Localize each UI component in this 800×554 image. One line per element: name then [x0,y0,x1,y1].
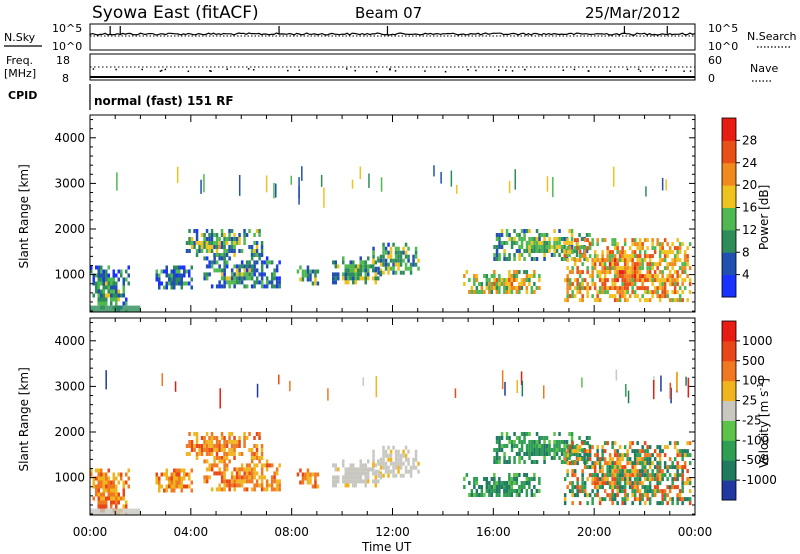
power-echo-region [563,238,692,303]
colorbar-swatch [722,207,736,231]
freq-tick-bottom: 8 [62,72,69,85]
nsearch-tick-top: 10^5 [708,22,738,35]
nsky-tick-bottom: 10^0 [52,40,82,53]
colorbar-tick: -1000 [742,473,777,487]
ytick-label: 2000 [54,425,85,439]
ytick-label: 2000 [54,222,85,236]
nsky-trace [89,26,696,37]
ylabel: Slant Range [km] [17,367,31,471]
ytick-label: 3000 [54,176,85,190]
colorbar-tick: -25 [742,413,762,427]
velocity-echo-region [463,473,541,497]
colorbar-tick: 500 [742,354,765,368]
colorbar-tick: 25 [742,394,757,408]
date-label: 25/Mar/2012 [585,4,681,22]
ytick-label: 4000 [54,131,85,145]
power-echo-region [463,270,541,294]
xtick-label: 08:00 [274,525,309,539]
cpid-text: normal (fast) 151 RF [94,94,234,108]
nsky-label: N.Sky [4,31,36,44]
colorbar-swatch [722,321,736,342]
colorbar-label: Velocity [m s-1] [756,378,771,468]
colorbar-swatch [722,440,736,461]
colorbar-swatch [722,340,736,362]
velocity-echo-region [332,459,382,488]
xtick-label: 00:00 [678,525,713,539]
xtick-label: 16:00 [476,525,511,539]
colorbar-swatch [722,252,736,276]
colorbar-tick: -500 [742,453,769,467]
colorbar-swatch [722,140,736,164]
nsky-tick-top: 10^5 [52,22,82,35]
xtick-label: 00:00 [73,525,108,539]
power-echo-region [332,256,382,285]
ytick-label: 4000 [54,334,85,348]
velocity-echo-region [185,432,264,460]
ytick-label: 1000 [54,471,85,485]
power-echo-region [155,265,193,290]
power-echo-region [185,229,264,257]
nsearch-tick-bottom: 10^0 [708,40,738,53]
colorbar-tick: 100 [742,374,765,388]
power-panel: 1000 2000 3000 4000 Slant Range [km] 4 8 12 16 20… [17,114,771,313]
nave-tick-bottom: 0 [708,72,715,85]
power-echo-region [90,265,130,312]
nsky-panel [89,23,696,51]
nsearch-label: N.Search [747,30,797,43]
colorbar-swatch [722,380,736,402]
freq-tick-top: 18 [56,54,70,67]
colorbar-swatch [722,118,736,141]
colorbar-swatch [722,400,736,421]
xtick-label: 20:00 [577,525,612,539]
velocity-echo-region [372,445,420,478]
velocity-echo-cells [90,369,692,515]
xtick-label: 04:00 [174,525,209,539]
ylabel: Slant Range [km] [17,164,31,268]
velocity-echo-region [296,468,320,489]
colorbar-swatch [722,460,736,481]
ytick-label: 1000 [54,268,85,282]
xtick-label: 12:00 [375,525,410,539]
colorbar-swatch [722,420,736,441]
colorbar-tick: 20 [742,178,757,192]
colorbar-tick: 16 [742,201,757,215]
colorbar-swatch [722,480,736,501]
velocity-echo-region [563,441,692,506]
power-echo-cells [90,165,692,312]
power-echo-region [372,242,420,275]
colorbar-swatch [722,162,736,186]
ytick-label: 3000 [54,379,85,393]
velocity-echo-region [493,432,591,464]
colorbar-swatch [722,274,736,298]
nave-tick-top: 60 [708,54,722,67]
cpid-label: CPID [8,89,37,102]
velocity-echo-region [203,459,281,492]
nave-label: Nave [750,62,778,75]
colorbar-tick: 24 [742,156,757,170]
colorbar-swatch [722,360,736,382]
colorbar-swatch [722,185,736,208]
plot-title: Syowa East (fitACF) [92,3,259,23]
velocity-echo-region [155,468,193,493]
velocity-panel: 1000 2000 3000 4000 Slant Range [km] 1000 500 1… [17,317,777,516]
colorbar-tick: 1000 [742,334,773,348]
colorbar-tick: 12 [742,223,757,237]
freq-label: Freq. [6,54,33,67]
time-axis: 00:00 04:00 08:00 12:00 16:00 20:00 00:00 [73,525,713,539]
power-echo-region [203,256,281,289]
xaxis-label: Time UT [361,540,412,554]
colorbar-tick: 4 [742,268,750,282]
freq-trace [90,66,695,78]
colorbar-tick: -100 [742,433,769,447]
freq-unit: [MHz] [4,67,36,80]
colorbar-tick: 8 [742,245,750,259]
colorbar-swatch [722,229,736,253]
colorbar-tick: 28 [742,133,757,147]
colorbar-label: Power [dB] [757,185,771,250]
beam-label: Beam 07 [355,4,422,22]
power-echo-region [493,229,591,261]
power-echo-region [296,265,320,286]
